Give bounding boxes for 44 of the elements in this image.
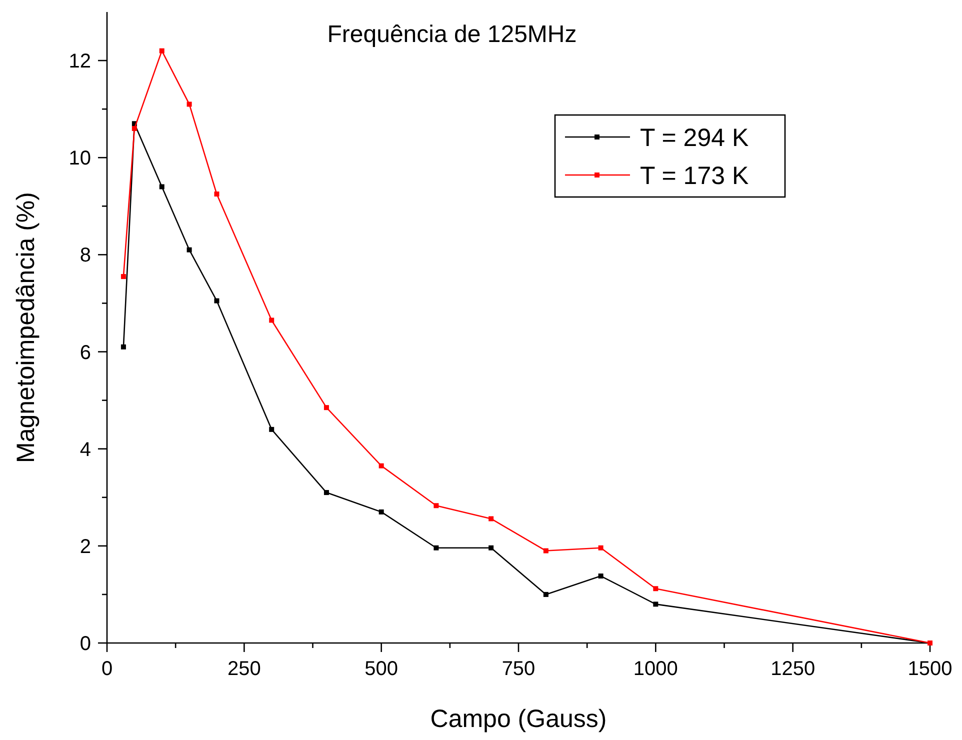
x-tick-label: 0 bbox=[101, 658, 113, 680]
y-tick-label: 12 bbox=[68, 50, 91, 73]
point bbox=[324, 490, 329, 496]
point bbox=[132, 126, 137, 131]
point bbox=[378, 509, 384, 514]
point bbox=[653, 602, 658, 607]
y-tick-label: 10 bbox=[68, 148, 91, 170]
point bbox=[378, 463, 384, 468]
point bbox=[214, 192, 220, 197]
point bbox=[434, 503, 439, 508]
y-tick-label: 4 bbox=[80, 438, 91, 461]
point bbox=[120, 344, 126, 350]
x-tick-label: 1000 bbox=[633, 658, 678, 680]
point bbox=[159, 184, 164, 190]
point bbox=[488, 545, 494, 550]
chart-title: Frequência de 125MHz bbox=[327, 21, 577, 48]
point bbox=[324, 405, 329, 410]
x-tick-label: 1250 bbox=[770, 658, 816, 680]
y-tick-label: 6 bbox=[80, 342, 91, 364]
x-tick-label: 750 bbox=[502, 658, 536, 680]
point bbox=[159, 48, 164, 54]
point bbox=[543, 592, 548, 597]
point bbox=[598, 574, 604, 579]
x-tick-label: 500 bbox=[364, 658, 398, 680]
point bbox=[488, 516, 494, 522]
point bbox=[120, 274, 126, 280]
y-tick-label: 8 bbox=[80, 244, 91, 267]
point bbox=[434, 545, 439, 550]
point bbox=[214, 298, 220, 304]
point bbox=[598, 545, 604, 550]
y-tick-label: 0 bbox=[80, 633, 91, 655]
x-tick-label: 250 bbox=[227, 658, 261, 680]
x-axis-title: Campo (Gauss) bbox=[430, 705, 607, 733]
y-tick-label: 2 bbox=[80, 536, 91, 558]
point bbox=[186, 247, 192, 252]
point bbox=[653, 586, 658, 592]
y-axis-title: Magnetoimpedância (%) bbox=[12, 192, 40, 463]
point bbox=[543, 548, 548, 554]
point bbox=[186, 102, 192, 107]
legend-label: T = 294 K bbox=[640, 124, 749, 152]
point bbox=[269, 426, 274, 432]
x-tick-label: 1500 bbox=[908, 658, 952, 680]
point bbox=[269, 318, 274, 323]
legend-label: T = 173 K bbox=[640, 162, 749, 190]
